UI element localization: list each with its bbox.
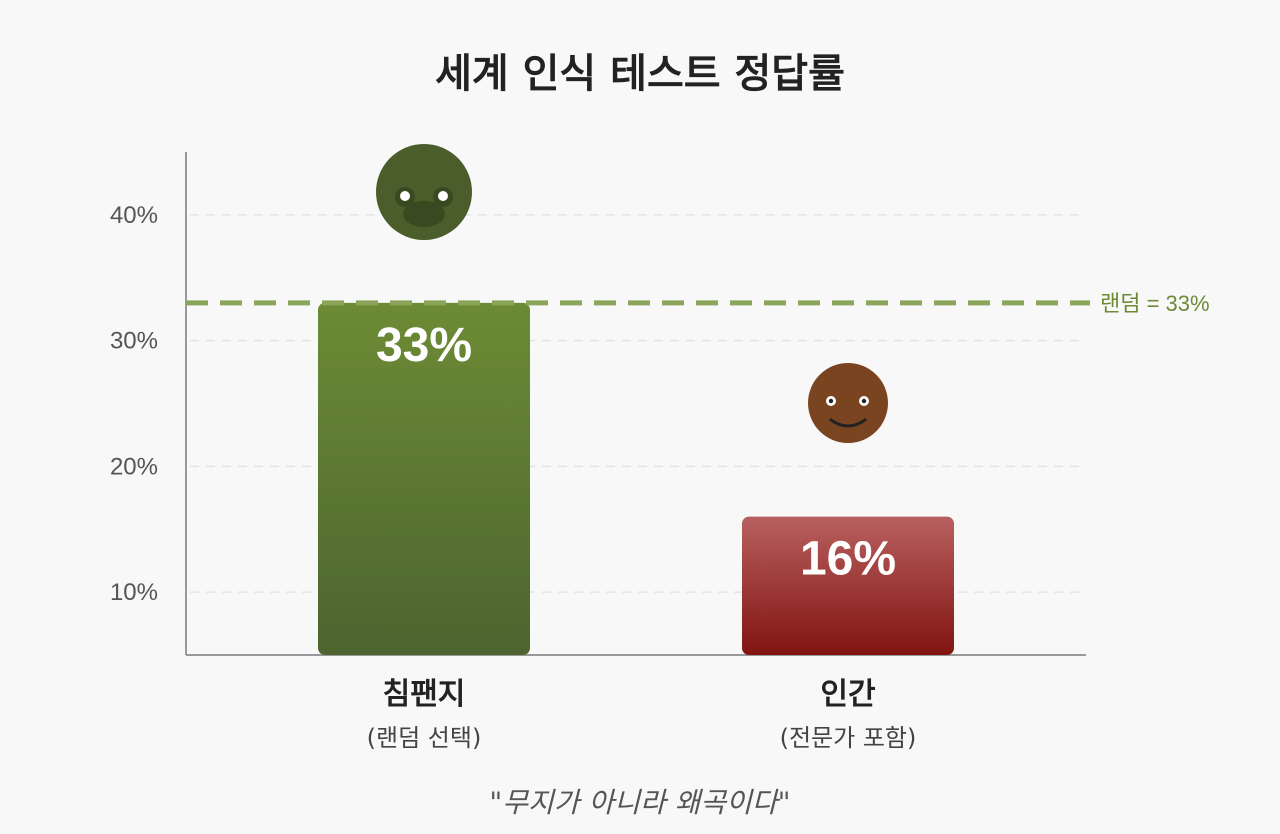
footnote-quote: "무지가 아니라 왜곡이다" — [489, 786, 790, 819]
category-sublabel-human: (전문가 포함) — [780, 724, 917, 752]
data-label: 33% — [376, 319, 472, 372]
bars — [318, 302, 954, 655]
y-axis-ticks: 10% 20% 30% 40% — [110, 202, 158, 606]
data-labels: 33% 16% — [376, 319, 896, 586]
category-sublabel-chimp: (랜덤 선택) — [367, 724, 482, 752]
category-label-chimp: 침팬지 — [383, 677, 466, 712]
category-label-human: 인간 — [820, 677, 876, 712]
y-tick-label: 20% — [110, 453, 158, 480]
y-tick-label: 40% — [110, 202, 158, 229]
y-tick-label: 30% — [110, 328, 158, 355]
chart-title: 세계 인식 테스트 정답률 — [435, 50, 845, 97]
bar-human — [742, 516, 954, 655]
reference-line-label: 랜덤 = 33% — [1100, 291, 1210, 316]
data-label: 16% — [800, 533, 896, 586]
chimp-face-icon — [376, 144, 472, 240]
smiley-face-icon — [808, 363, 888, 443]
y-tick-label: 10% — [110, 579, 158, 606]
bar-chimp — [318, 302, 530, 655]
